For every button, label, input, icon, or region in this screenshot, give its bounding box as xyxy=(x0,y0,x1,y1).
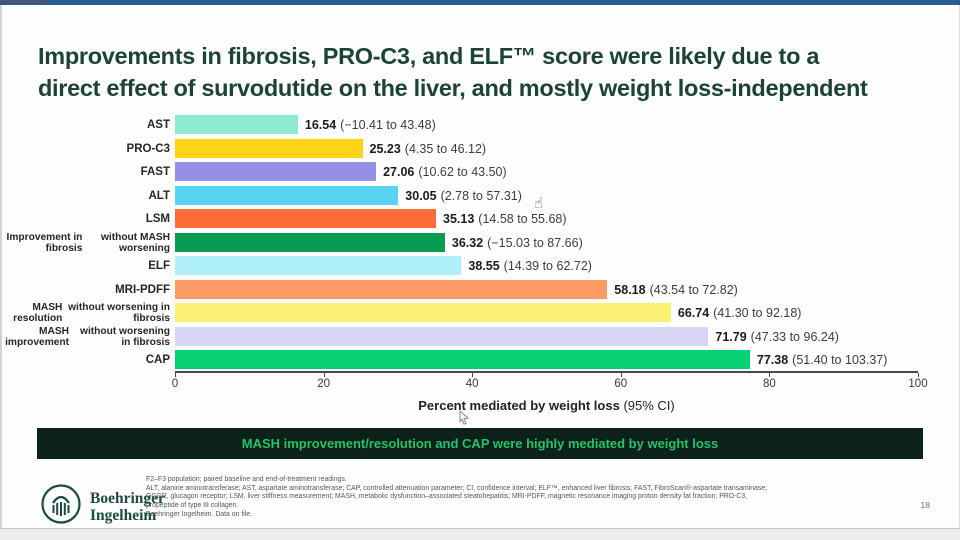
bar-row-label: LSM xyxy=(145,212,170,225)
x-axis-tick xyxy=(918,372,919,377)
bar-row-label: ALT xyxy=(148,189,170,202)
bar-value-label: 16.54 (−10.41 to 43.48) xyxy=(304,117,436,132)
footnote-line: GCGR, glucagon receptor; LSM, liver stif… xyxy=(146,493,748,501)
slide-title-line2: direct effect of survodutide on the live… xyxy=(38,75,868,101)
bar-mash-resolution xyxy=(175,303,671,322)
bar-row-label: Improvement in fibrosis without MASH wors… xyxy=(6,231,170,254)
bar-value-label: 30.05 (2.78 to 57.31) xyxy=(405,188,522,203)
boehringer-arch-icon xyxy=(40,483,82,530)
x-axis-tick-label: 80 xyxy=(762,378,776,390)
takeaway-banner: MASH improvement/resolution and CAP were… xyxy=(37,428,923,459)
logo-wordmark: Boehringer Ingelheim xyxy=(90,490,165,524)
footnote-line: propeptide of type III collagen. xyxy=(146,502,239,510)
window-bottom-band xyxy=(0,528,960,540)
x-axis-tick xyxy=(175,372,176,377)
boehringer-ingelheim-logo: Boehringer Ingelheim xyxy=(40,483,165,530)
footnote-line: F2–F3 population; paired baseline and en… xyxy=(146,476,347,483)
arrow-cursor-icon xyxy=(459,409,471,430)
bar-row-label: MRI-PDFF xyxy=(115,283,170,296)
window-top-tab xyxy=(0,0,46,2)
bar-mash-improvement xyxy=(175,327,709,346)
bar-value-label: 38.55 (14.39 to 62.72) xyxy=(468,258,592,273)
x-axis-tick xyxy=(769,372,771,377)
slide-title: Improvements in fibrosis, PRO-C3, and EL… xyxy=(38,40,938,104)
x-axis-title: Percent mediated by weight loss (95% CI) xyxy=(175,398,918,413)
x-axis-tick xyxy=(620,372,622,377)
takeaway-banner-text: MASH improvement/resolution and CAP were… xyxy=(241,436,719,451)
bar-row-label: CAP xyxy=(145,353,170,366)
bar-row-label: AST xyxy=(147,118,170,131)
footnote-line: Boehringer Ingelheim. Data on file. xyxy=(146,510,253,518)
page-number: 18 xyxy=(920,500,930,510)
bar-fast xyxy=(175,162,377,181)
bar-value-label: 27.06 (10.62 to 43.50) xyxy=(383,164,507,179)
x-axis-tick-label: 100 xyxy=(908,378,928,390)
bar-elf xyxy=(175,256,462,275)
bar-improvement-in-fibrosis xyxy=(175,233,445,252)
x-axis-title-regular: (95% CI) xyxy=(623,398,675,413)
bar-value-label: 25.23 (4.35 to 46.12) xyxy=(369,141,487,156)
bar-value-label: 58.18 (43.54 to 72.82) xyxy=(614,282,738,297)
bar-value-label: 71.79 (47.33 to 96.24) xyxy=(715,329,839,344)
footnotes: F2–F3 population; paired baseline and en… xyxy=(146,476,936,520)
slide-title-line1: Improvements in fibrosis, PRO-C3, and EL… xyxy=(38,43,820,69)
x-axis-tick-label: 60 xyxy=(614,378,628,390)
logo-line2: Ingelheim xyxy=(90,506,157,524)
x-axis-tick-label: 40 xyxy=(465,378,479,390)
logo-line1: Boehringer xyxy=(90,489,165,507)
bar-row-label: PRO-C3 xyxy=(126,142,170,155)
bar-mri-pdff xyxy=(175,280,608,299)
bar-value-label: 35.13 (14.58 to 55.68) xyxy=(443,211,567,226)
x-axis-title-bold: Percent mediated by weight loss xyxy=(418,398,620,413)
bar-row-label: FAST xyxy=(140,165,170,178)
window-top-strip xyxy=(0,0,960,5)
bar-lsm xyxy=(175,209,436,228)
bar-ast xyxy=(175,115,298,134)
bar-row-label: MASH resolution without worsening in fibr… xyxy=(13,301,170,324)
x-axis-tick-label: 0 xyxy=(171,378,179,390)
bar-cap xyxy=(175,350,750,369)
bar-row-label: ELF xyxy=(148,259,170,272)
bar-value-label: 77.38 (51.40 to 103.37) xyxy=(756,352,888,367)
x-axis-line xyxy=(175,371,918,373)
bar-row-label: MASH improvement without worsening in fib… xyxy=(5,325,170,348)
hand-cursor-icon: ☝ xyxy=(534,194,544,212)
bar-alt xyxy=(175,186,399,205)
x-axis-tick xyxy=(323,372,325,377)
bar-value-label: 36.32 (−15.03 to 87.66) xyxy=(451,235,583,250)
bar-pro-c3 xyxy=(175,139,363,158)
footnote-line: ALT, alanine aminotransferase; AST, aspa… xyxy=(146,484,768,492)
x-axis-tick-label: 20 xyxy=(317,378,330,390)
bar-value-label: 66.74 (41.30 to 92.18) xyxy=(677,305,802,320)
x-axis-tick xyxy=(472,372,474,377)
window-left-edge xyxy=(0,5,2,528)
